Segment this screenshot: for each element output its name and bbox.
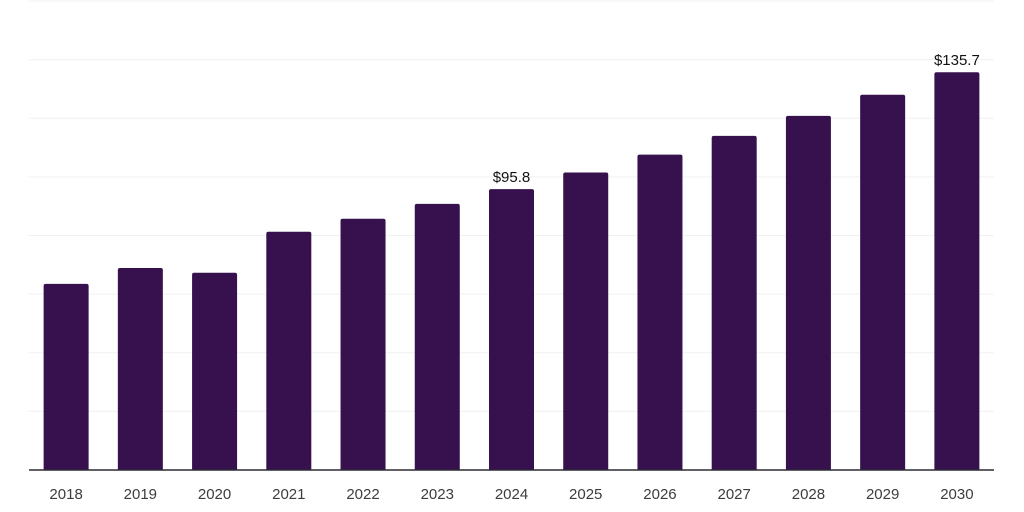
x-tick-label-2018: 2018 bbox=[49, 486, 82, 503]
bar-value-label-2030: $135.7 bbox=[934, 52, 980, 69]
bar-2023 bbox=[414, 203, 460, 470]
bar-2028 bbox=[785, 115, 831, 470]
bar-2029 bbox=[860, 94, 906, 471]
bar-2024 bbox=[489, 189, 534, 470]
bar-2025 bbox=[563, 172, 609, 470]
x-tick-label-2026: 2026 bbox=[643, 486, 676, 503]
bar-2018 bbox=[43, 283, 89, 470]
bar-2027 bbox=[711, 135, 757, 470]
x-tick-label-2028: 2028 bbox=[792, 486, 825, 503]
x-tick-label-2024: 2024 bbox=[495, 486, 528, 503]
x-tick-label-2021: 2021 bbox=[272, 486, 305, 503]
x-tick-label-2019: 2019 bbox=[124, 486, 157, 503]
x-tick-label-2029: 2029 bbox=[866, 486, 899, 503]
x-tick-label-2030: 2030 bbox=[940, 486, 973, 503]
x-tick-label-2025: 2025 bbox=[569, 486, 602, 503]
x-tick-label-2020: 2020 bbox=[198, 486, 231, 503]
bar-2022 bbox=[340, 218, 386, 470]
bar-2020 bbox=[192, 272, 238, 470]
bar-2030 bbox=[934, 72, 980, 471]
x-tick-label-2023: 2023 bbox=[421, 486, 454, 503]
bar-2026 bbox=[637, 154, 683, 470]
bar-2019 bbox=[117, 268, 163, 470]
bar-2021 bbox=[266, 231, 312, 470]
bar-value-label-2024: $95.8 bbox=[493, 169, 531, 186]
x-tick-label-2027: 2027 bbox=[718, 486, 751, 503]
x-tick-label-2022: 2022 bbox=[346, 486, 379, 503]
